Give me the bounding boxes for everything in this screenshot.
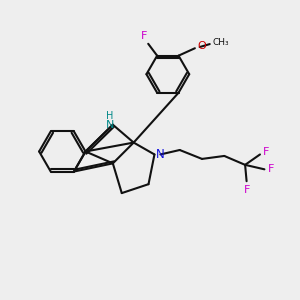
Text: CH₃: CH₃ bbox=[213, 38, 229, 46]
Text: F: F bbox=[268, 164, 274, 174]
Text: F: F bbox=[141, 32, 147, 41]
Text: N: N bbox=[155, 148, 164, 161]
Text: N: N bbox=[106, 120, 114, 130]
Text: O: O bbox=[197, 41, 206, 51]
Text: F: F bbox=[243, 184, 250, 194]
Text: H: H bbox=[106, 111, 114, 122]
Text: F: F bbox=[263, 147, 270, 158]
